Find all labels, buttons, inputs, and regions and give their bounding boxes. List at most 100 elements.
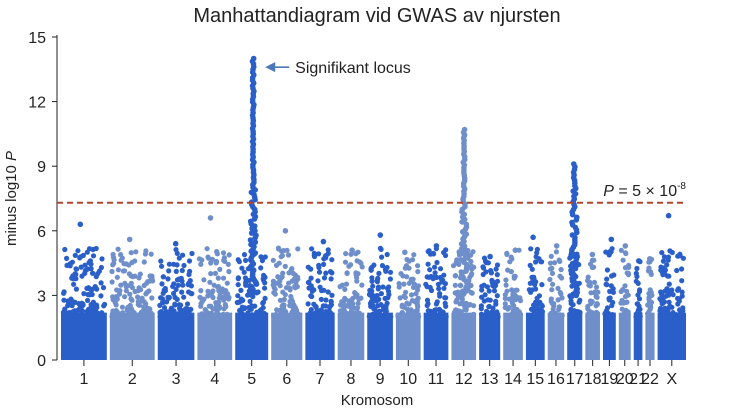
snp-point xyxy=(675,286,682,292)
snp-point xyxy=(539,282,545,288)
snp-point xyxy=(508,269,514,275)
snp-point xyxy=(212,270,218,276)
significant-locus-annotation: Signifikant locus xyxy=(265,60,411,77)
chromosome-point-cloud xyxy=(645,312,655,360)
snp-point xyxy=(433,307,439,313)
snp-point xyxy=(311,253,318,260)
snp-point xyxy=(659,301,665,307)
snp-point xyxy=(383,303,389,309)
snp-point xyxy=(527,262,533,268)
snp-point xyxy=(387,269,394,275)
x-tick-label: 18 xyxy=(584,371,602,388)
snp-point xyxy=(118,282,124,288)
snp-point xyxy=(502,305,508,311)
peak-point xyxy=(574,214,580,221)
snp-point xyxy=(398,271,404,277)
peak-point xyxy=(568,267,574,274)
snp-point xyxy=(666,281,672,287)
snp-point xyxy=(604,282,610,288)
snp-point xyxy=(259,258,265,264)
chromosome-point-cloud xyxy=(479,312,501,360)
snp-point xyxy=(253,314,259,320)
snp-point xyxy=(99,256,105,262)
annotation-arrowhead xyxy=(265,62,276,73)
chromosome-point-cloud xyxy=(451,312,477,360)
snp-point xyxy=(258,312,264,318)
snp-point xyxy=(70,276,77,282)
snp-point xyxy=(665,254,672,260)
chromosome-point-cloud xyxy=(567,312,583,360)
peak-point xyxy=(248,241,254,248)
snp-point xyxy=(135,294,141,300)
snp-point xyxy=(622,283,628,289)
y-tick-label: 12 xyxy=(28,95,46,112)
top-snp-point xyxy=(665,212,672,219)
snp-point xyxy=(550,281,556,287)
snp-point xyxy=(110,294,116,300)
snp-point xyxy=(633,270,639,276)
snp-point xyxy=(342,259,349,265)
snp-point xyxy=(132,273,138,279)
snp-point xyxy=(486,288,492,294)
top-snp-point xyxy=(589,251,596,258)
snp-point xyxy=(454,257,460,263)
snp-point xyxy=(320,314,326,320)
snp-point xyxy=(176,276,182,282)
snp-point xyxy=(315,278,321,284)
peak-point xyxy=(569,232,576,238)
snp-point xyxy=(384,251,390,258)
snp-point xyxy=(97,311,103,317)
snp-point xyxy=(62,246,68,253)
snp-point xyxy=(115,246,121,252)
snp-point xyxy=(487,313,493,319)
snp-point xyxy=(442,300,448,306)
snp-point xyxy=(308,266,314,272)
snp-point xyxy=(484,308,490,314)
snp-point xyxy=(343,251,349,257)
snp-point xyxy=(132,258,138,264)
snp-point xyxy=(180,282,186,288)
snp-point xyxy=(213,303,220,309)
snp-point xyxy=(313,314,320,320)
snp-point xyxy=(321,261,327,267)
snp-point xyxy=(286,280,292,286)
snp-point xyxy=(515,314,521,320)
snp-point xyxy=(503,314,509,320)
snp-point xyxy=(225,296,232,302)
y-tick-label: 9 xyxy=(37,159,46,176)
snp-point xyxy=(529,287,535,293)
snp-point xyxy=(179,311,185,318)
snp-point xyxy=(226,252,232,258)
snp-point xyxy=(278,248,285,254)
snp-point xyxy=(646,309,652,315)
snp-point xyxy=(61,297,67,303)
snp-point xyxy=(493,266,499,272)
snp-point xyxy=(134,312,140,318)
snp-point xyxy=(509,287,515,293)
snp-point xyxy=(367,300,373,307)
snp-point xyxy=(408,278,414,284)
snp-point xyxy=(167,311,173,317)
peak-point xyxy=(250,55,257,62)
snp-point xyxy=(307,314,313,320)
snp-point xyxy=(593,293,599,300)
snp-point xyxy=(539,259,545,265)
snp-point xyxy=(221,297,227,303)
snp-point xyxy=(647,287,653,293)
snp-point xyxy=(664,262,670,268)
snp-point xyxy=(593,284,600,290)
threshold-label: P = 5 × 10-8 xyxy=(603,181,686,200)
snp-point xyxy=(620,257,626,263)
top-snp-point xyxy=(512,247,519,253)
snp-point xyxy=(238,314,244,320)
snp-point xyxy=(159,314,165,320)
snp-point xyxy=(282,308,288,314)
snp-point xyxy=(375,286,381,292)
y-axis-ticks: 0 3 6 9 12 15 xyxy=(28,30,57,370)
snp-point xyxy=(551,301,557,307)
snp-point xyxy=(172,301,178,307)
snp-point xyxy=(510,307,516,313)
snp-point xyxy=(479,294,485,300)
snp-point xyxy=(657,296,663,302)
snp-point xyxy=(73,286,79,292)
